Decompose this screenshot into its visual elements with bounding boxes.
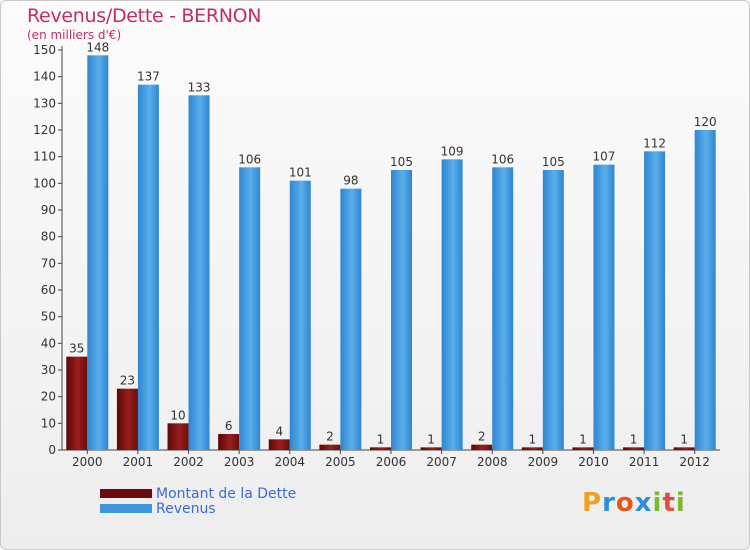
data-label-revenus-2007: 109 (441, 144, 464, 158)
bar-dette-2007 (420, 447, 442, 450)
bar-revenus-2003 (239, 167, 261, 451)
data-label-revenus-2001: 137 (137, 70, 160, 84)
bar-dette-2008 (471, 444, 493, 450)
y-tick-label: 50 (41, 310, 56, 324)
proxiti-logo: Proxiti (582, 488, 686, 518)
x-tick-label: 2001 (123, 455, 154, 469)
legend-item-debt: Montant de la Dette (100, 485, 297, 502)
legend: Montant de la Dette Revenus (100, 485, 297, 517)
data-label-revenus-2009: 105 (542, 155, 565, 169)
data-label-revenus-2005: 98 (343, 174, 358, 188)
x-tick-label: 2003 (224, 455, 255, 469)
data-label-revenus-2002: 133 (188, 80, 211, 94)
x-tick-label: 2011 (629, 455, 660, 469)
data-label-dette-2012: 1 (680, 432, 688, 446)
y-tick-label: 120 (33, 123, 56, 137)
bar-revenus-2006 (391, 170, 412, 450)
bar-dette-2001 (116, 388, 138, 450)
x-tick-label: 2005 (325, 455, 356, 469)
data-labels: 3514823137101336106410129811051109210611… (69, 40, 716, 446)
data-label-revenus-2008: 106 (491, 152, 514, 166)
legend-swatch-revenus (100, 504, 152, 513)
data-label-dette-2002: 10 (170, 408, 185, 422)
x-tick-label: 2004 (274, 455, 305, 469)
bar-revenus-2008 (492, 167, 514, 451)
y-tick-label: 10 (41, 416, 56, 430)
x-tick-label: 2002 (173, 455, 204, 469)
bar-dette-2012 (673, 447, 695, 450)
axes: 0102030405060708090100110120130140150200… (33, 43, 720, 469)
bar-dette-2004 (268, 439, 290, 450)
data-label-revenus-2003: 106 (238, 152, 261, 166)
bar-dette-2006 (370, 447, 391, 450)
bar-revenus-2009 (542, 170, 564, 450)
bar-revenus-2012 (694, 130, 716, 450)
x-tick-label: 2010 (578, 455, 609, 469)
chart-subtitle: (en milliers d'€) (27, 28, 122, 42)
x-tick-label: 2008 (477, 455, 508, 469)
bar-revenus-2004 (289, 180, 311, 450)
bar-revenus-2002 (188, 95, 210, 450)
data-label-revenus-2006: 105 (390, 155, 413, 169)
y-tick-label: 20 (41, 390, 56, 404)
data-label-dette-2010: 1 (579, 432, 587, 446)
y-tick-label: 0 (48, 443, 56, 457)
y-tick-label: 40 (41, 336, 56, 350)
y-tick-label: 110 (33, 150, 56, 164)
data-label-revenus-2011: 112 (643, 136, 666, 150)
bar-revenus-2007 (441, 159, 463, 451)
y-tick-label: 70 (41, 256, 56, 270)
data-label-dette-2006: 1 (377, 432, 385, 446)
data-label-dette-2011: 1 (630, 432, 638, 446)
y-tick-label: 30 (41, 363, 56, 377)
data-label-dette-2000: 35 (69, 342, 84, 356)
x-tick-label: 2009 (528, 455, 559, 469)
x-tick-label: 2006 (376, 455, 407, 469)
bar-dette-2011 (623, 447, 645, 450)
bar-revenus-2011 (644, 151, 666, 451)
data-label-revenus-2010: 107 (593, 150, 616, 164)
x-tick-label: 2007 (426, 455, 457, 469)
bar-revenus-2001 (137, 84, 159, 451)
y-tick-label: 60 (41, 283, 56, 297)
data-label-dette-2001: 23 (120, 374, 135, 388)
legend-swatch-debt (100, 489, 152, 498)
y-tick-label: 80 (41, 230, 56, 244)
data-label-dette-2005: 2 (326, 430, 334, 444)
y-tick-label: 140 (33, 70, 56, 84)
data-label-dette-2009: 1 (529, 432, 537, 446)
data-label-revenus-2000: 148 (86, 40, 109, 54)
x-tick-label: 2000 (72, 455, 103, 469)
data-label-dette-2008: 2 (478, 430, 486, 444)
data-label-revenus-2004: 101 (289, 166, 312, 180)
bar-revenus-2000 (87, 55, 109, 450)
data-label-dette-2004: 4 (275, 424, 283, 438)
data-label-revenus-2012: 120 (694, 115, 717, 129)
y-tick-label: 130 (33, 96, 56, 110)
legend-item-revenus: Revenus (100, 500, 296, 517)
bars (66, 55, 716, 451)
y-tick-label: 90 (41, 203, 56, 217)
bar-dette-2009 (521, 447, 543, 450)
chart-title: Revenus/Dette - BERNON (27, 5, 262, 27)
x-tick-label: 2012 (679, 455, 710, 469)
y-tick-label: 150 (33, 43, 56, 57)
bar-dette-2005 (319, 444, 341, 450)
bar-dette-2000 (66, 356, 88, 450)
legend-label-revenus: Revenus (156, 500, 216, 517)
data-label-dette-2003: 6 (225, 419, 233, 433)
y-tick-label: 100 (33, 176, 56, 190)
bar-dette-2002 (167, 423, 189, 450)
bar-revenus-2010 (593, 164, 615, 450)
bar-dette-2003 (218, 434, 240, 450)
legend-label-debt: Montant de la Dette (156, 485, 297, 502)
bar-revenus-2005 (340, 188, 362, 450)
bar-dette-2010 (572, 447, 594, 450)
data-label-dette-2007: 1 (427, 432, 435, 446)
